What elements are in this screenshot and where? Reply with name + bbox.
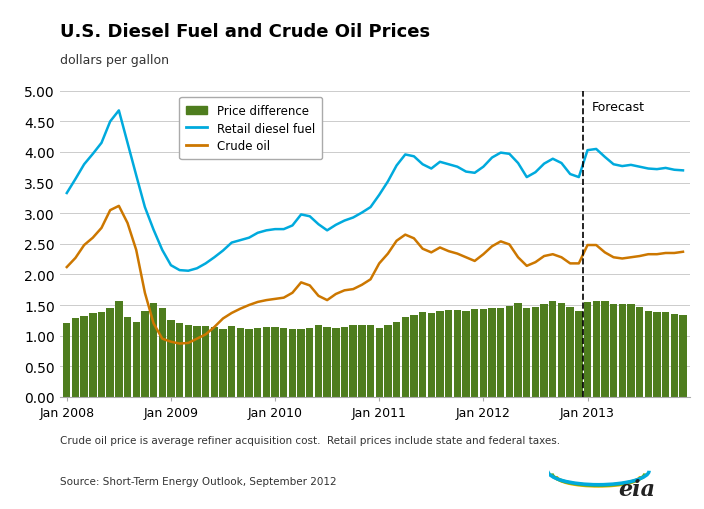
Bar xyxy=(584,302,591,397)
Bar xyxy=(645,312,652,397)
Bar xyxy=(106,308,114,397)
Bar xyxy=(479,309,487,397)
Bar xyxy=(515,303,522,397)
Bar xyxy=(150,303,157,397)
Bar xyxy=(202,326,209,397)
Bar xyxy=(636,308,643,397)
Bar xyxy=(341,327,348,397)
Legend: Price difference, Retail diesel fuel, Crude oil: Price difference, Retail diesel fuel, Cr… xyxy=(179,98,322,160)
Bar xyxy=(393,322,401,397)
Bar xyxy=(627,305,634,397)
Bar xyxy=(210,327,218,397)
Bar xyxy=(505,306,513,397)
Bar xyxy=(358,325,365,397)
Bar xyxy=(306,328,313,397)
Bar xyxy=(601,302,608,397)
Bar xyxy=(228,327,235,397)
Bar xyxy=(453,310,461,397)
Bar xyxy=(549,302,556,397)
Bar xyxy=(158,308,166,397)
Bar xyxy=(98,312,105,397)
Bar xyxy=(497,308,504,397)
Bar xyxy=(384,325,391,397)
Bar xyxy=(237,329,244,397)
Bar xyxy=(532,307,539,397)
Bar xyxy=(72,318,79,397)
Bar xyxy=(168,321,175,397)
Bar xyxy=(220,329,227,397)
Bar xyxy=(593,301,600,397)
Bar xyxy=(349,326,357,397)
Text: Crude oil price is average refiner acquisition cost.  Retail prices include stat: Crude oil price is average refiner acqui… xyxy=(60,435,560,445)
Bar xyxy=(297,329,305,397)
Bar xyxy=(289,330,296,397)
Text: Forecast: Forecast xyxy=(592,101,645,114)
Bar xyxy=(280,329,287,397)
Bar xyxy=(410,315,417,397)
Bar xyxy=(271,327,279,397)
Bar xyxy=(176,324,183,397)
Bar xyxy=(575,311,582,397)
Bar xyxy=(567,308,574,397)
Text: U.S. Diesel Fuel and Crude Oil Prices: U.S. Diesel Fuel and Crude Oil Prices xyxy=(60,23,430,41)
Bar xyxy=(671,314,678,397)
Bar xyxy=(332,328,339,397)
Bar xyxy=(445,310,453,397)
Bar xyxy=(115,302,122,397)
Bar xyxy=(523,308,530,397)
Bar xyxy=(558,303,565,397)
Bar xyxy=(367,325,375,397)
Bar xyxy=(610,304,617,397)
Bar xyxy=(619,305,626,397)
Text: dollars per gallon: dollars per gallon xyxy=(60,53,169,66)
Text: Source: Short-Term Energy Outlook, September 2012: Source: Short-Term Energy Outlook, Septe… xyxy=(60,476,337,486)
Bar xyxy=(124,317,131,397)
Bar xyxy=(246,330,253,397)
Bar xyxy=(263,327,270,397)
Bar xyxy=(401,317,409,397)
Bar xyxy=(142,312,149,397)
Bar xyxy=(489,308,496,397)
Bar xyxy=(63,323,70,397)
Bar xyxy=(427,314,435,397)
Bar xyxy=(80,317,88,397)
Bar xyxy=(194,327,201,397)
Bar xyxy=(662,312,670,397)
Bar xyxy=(471,309,479,397)
Bar xyxy=(89,314,96,397)
Bar xyxy=(463,312,470,397)
Bar xyxy=(679,316,686,397)
Bar xyxy=(419,313,427,397)
Text: eia: eia xyxy=(618,478,655,500)
Bar xyxy=(653,312,660,397)
Bar xyxy=(436,312,444,397)
Bar xyxy=(323,327,331,397)
Bar xyxy=(184,325,192,397)
Bar xyxy=(375,329,383,397)
Bar xyxy=(315,326,322,397)
Bar xyxy=(132,323,140,397)
Bar xyxy=(254,328,261,397)
Bar xyxy=(541,305,548,397)
